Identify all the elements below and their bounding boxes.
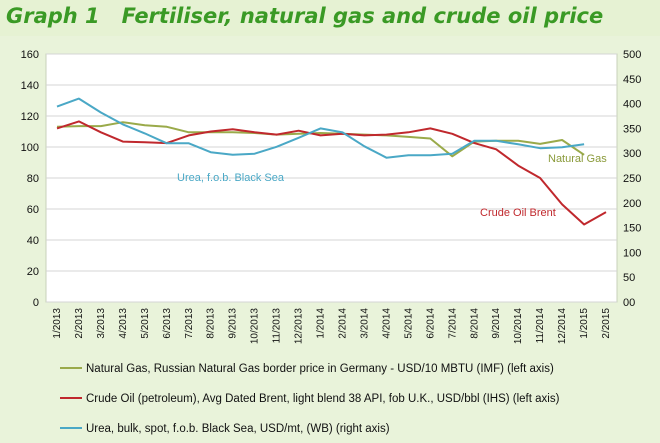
series-line-1: [56, 120, 607, 226]
x-tick-label: 10/2013: [250, 308, 261, 345]
right-tick-label: 50: [623, 272, 635, 284]
right-axis-ticks: 00 50 100 150 200 250 300 350 400 450 500: [623, 49, 641, 309]
left-tick-label: 80: [27, 173, 39, 185]
x-tick-label: 3/2014: [359, 308, 370, 339]
left-tick-label: 0: [33, 297, 39, 309]
annotation-crude-oil: Crude Oil Brent: [480, 207, 556, 219]
right-tick-label: 250: [623, 173, 641, 185]
x-tick-label: 6/2014: [425, 308, 436, 339]
x-tick-label: 2/2013: [74, 308, 85, 339]
chart-annotations: Natural Gas Urea, f.o.b. Black Sea Crude…: [177, 153, 607, 219]
x-tick-label: 10/2014: [513, 308, 524, 345]
x-axis-ticks: 1/2013 2/2013 3/2013 4/2013 5/2013 6/2013 7/20…: [52, 308, 612, 345]
chart-title: Graph 1 Fertiliser, natural gas and crud…: [6, 4, 604, 28]
left-tick-label: 120: [21, 111, 39, 123]
right-tick-label: 200: [623, 198, 641, 210]
right-tick-label: 100: [623, 247, 641, 259]
left-tick-label: 20: [27, 266, 39, 278]
x-tick-label: 4/2013: [118, 308, 129, 339]
left-tick-label: 60: [27, 204, 39, 216]
left-tick-label: 160: [21, 49, 39, 61]
x-tick-label: 7/2013: [184, 308, 195, 339]
x-tick-label: 8/2014: [469, 308, 480, 339]
series-line-2: [56, 97, 585, 159]
x-tick-label: 4/2014: [381, 308, 392, 339]
annotation-natural-gas: Natural Gas: [548, 153, 607, 165]
x-tick-label: 1/2015: [579, 308, 590, 339]
x-tick-label: 1/2013: [52, 308, 63, 339]
annotation-urea: Urea, f.o.b. Black Sea: [177, 172, 285, 184]
x-tick-label: 6/2013: [162, 308, 173, 339]
x-tick-label: 3/2013: [96, 308, 107, 339]
series-lines: [56, 97, 607, 226]
x-tick-label: 5/2013: [140, 308, 151, 339]
right-tick-label: 00: [623, 297, 635, 309]
left-axis-ticks: 0 20 40 60 80 100 120 140 160: [21, 49, 39, 309]
right-tick-label: 300: [623, 148, 641, 160]
x-tick-label: 8/2013: [206, 308, 217, 339]
x-tick-label: 7/2014: [447, 308, 458, 339]
right-tick-label: 150: [623, 223, 641, 235]
x-tick-label: 9/2013: [228, 308, 239, 339]
right-tick-label: 450: [623, 74, 641, 86]
right-tick-label: 350: [623, 123, 641, 135]
x-tick-label: 9/2014: [491, 308, 502, 339]
x-tick-label: 1/2014: [316, 308, 327, 339]
left-tick-label: 100: [21, 142, 39, 154]
legend-label-natural-gas: Natural Gas, Russian Natural Gas border …: [86, 363, 554, 375]
x-tick-label: 5/2014: [403, 308, 414, 339]
x-tick-label: 11/2013: [272, 308, 283, 344]
grid-lines: [46, 53, 617, 303]
right-tick-label: 500: [623, 49, 641, 61]
x-tick-label: 11/2014: [535, 308, 546, 344]
legend-label-crude-oil: Crude Oil (petroleum), Avg Dated Brent, …: [86, 393, 560, 405]
x-tick-label: 2/2014: [337, 308, 348, 339]
x-tick-label: 12/2014: [557, 308, 568, 345]
left-tick-label: 40: [27, 235, 39, 247]
legend: Natural Gas, Russian Natural Gas border …: [60, 363, 560, 435]
x-tick-label: 2/2015: [601, 308, 612, 339]
right-tick-label: 400: [623, 99, 641, 111]
x-tick-label: 12/2013: [294, 308, 305, 345]
left-tick-label: 140: [21, 80, 39, 92]
legend-label-urea: Urea, bulk, spot, f.o.b. Black Sea, USD/…: [86, 423, 390, 435]
